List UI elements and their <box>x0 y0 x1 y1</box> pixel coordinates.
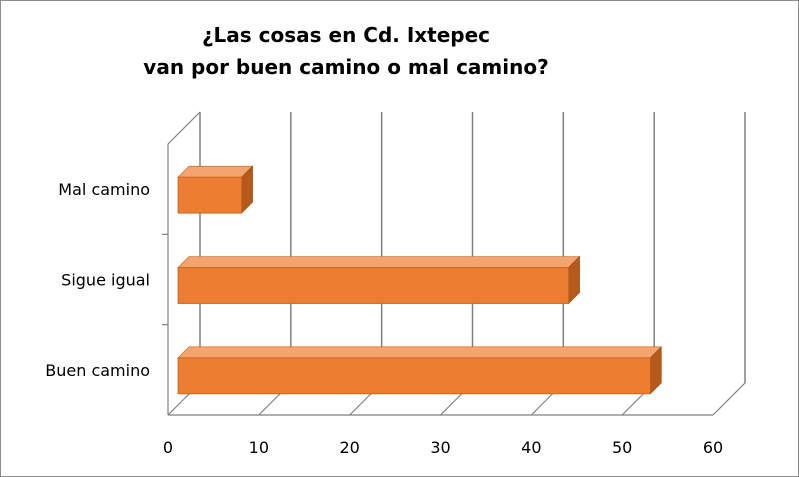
x-tick-label-30: 30 <box>430 438 450 457</box>
bar-layer <box>177 165 663 395</box>
category-label-mal-camino: Mal camino <box>58 180 150 199</box>
x-tick-label-60: 60 <box>703 438 723 457</box>
x-tick-label-20: 20 <box>339 438 359 457</box>
label-layer: 0 10 20 30 40 50 60 Mal camino Sigue igual Buen c… <box>45 180 723 457</box>
x-tick-label-50: 50 <box>612 438 632 457</box>
x-tick-label-0: 0 <box>163 438 173 457</box>
bar-top-face <box>177 256 581 268</box>
bar-mal-camino <box>177 165 254 214</box>
side-wall-top-edge <box>167 111 201 145</box>
category-label-sigue-igual: Sigue igual <box>61 271 150 290</box>
x-tick-label-40: 40 <box>521 438 541 457</box>
bar-sigue-igual <box>177 255 581 305</box>
chart-title: ¿Las cosas en Cd. Ixtepec van por buen c… <box>1 19 691 83</box>
chart-title-line-2: van por buen camino o mal camino? <box>143 55 549 79</box>
bar-front-face <box>177 267 569 304</box>
chart-title-line-1: ¿Las cosas en Cd. Ixtepec <box>201 23 491 47</box>
bar-top-face <box>177 165 254 178</box>
x-tick-label-10: 10 <box>249 438 269 457</box>
category-label-buen-camino: Buen camino <box>45 361 150 380</box>
bar-top-face <box>177 346 663 359</box>
axis-layer <box>162 111 713 416</box>
bar-buen-camino <box>177 346 663 395</box>
floor-line-60 <box>712 382 746 416</box>
bar-front-face <box>177 176 242 214</box>
bar-front-face <box>177 357 651 395</box>
